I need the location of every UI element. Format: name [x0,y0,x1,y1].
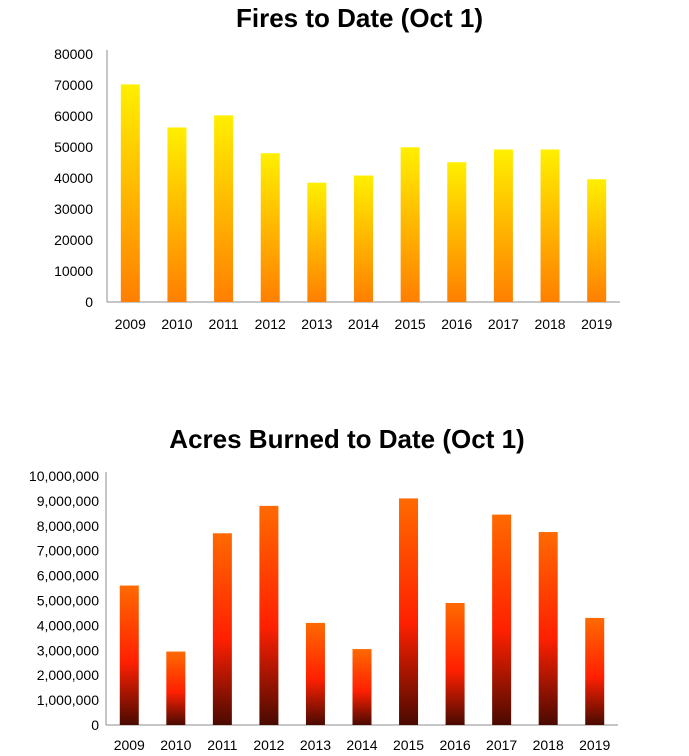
y-tick-label: 4,000,000 [37,617,99,633]
x-tick-label: 2010 [161,316,192,332]
bar-2015 [400,147,420,302]
y-tick-label: 2,000,000 [37,667,99,683]
x-tick-label: 2013 [301,316,332,332]
bar-2016 [445,602,465,725]
bar-2012 [259,505,279,725]
x-tick-label: 2017 [486,737,517,753]
bar-2009 [120,84,140,302]
x-tick-label: 2014 [346,737,377,753]
bar-2019 [587,179,607,302]
y-tick-label: 80000 [54,46,93,62]
x-tick-label: 2016 [441,316,472,332]
bar-2017 [492,514,512,725]
y-tick-label: 70000 [54,77,93,93]
x-tick-label: 2012 [253,737,284,753]
bar-2018 [540,149,560,302]
y-tick-label: 60000 [54,108,93,124]
x-tick-label: 2009 [115,316,146,332]
x-tick-label: 2019 [581,316,612,332]
x-tick-label: 2012 [255,316,286,332]
y-tick-label: 6,000,000 [37,568,99,584]
y-tick-label: 8,000,000 [37,518,99,534]
y-tick-label: 0 [85,294,93,310]
fires-chart-title: Fires to Date (Oct 1) [235,3,484,33]
x-tick-label: 2014 [348,316,379,332]
y-tick-label: 10000 [54,263,93,279]
y-tick-label: 30000 [54,201,93,217]
y-tick-label: 40000 [54,170,93,186]
bar-2017 [493,149,513,302]
bar-2014 [352,649,372,725]
x-tick-label: 2011 [209,316,239,332]
bar-2014 [354,175,373,302]
bar-2018 [538,532,558,725]
bar-2011 [214,115,234,302]
bar-2010 [166,651,186,725]
x-tick-label: 2013 [300,737,331,753]
y-tick-label: 20000 [54,232,93,248]
x-tick-label: 2018 [534,316,565,332]
y-tick-label: 10,000,000 [29,468,99,484]
acres-chart-title: Acres Burned to Date (Oct 1) [169,424,525,454]
bar-2013 [307,182,327,302]
bar-2012 [260,153,280,302]
bar-2010 [167,127,187,302]
y-tick-label: 3,000,000 [37,642,99,658]
y-tick-label: 50000 [54,139,93,155]
y-tick-label: 0 [91,717,99,733]
x-tick-label: 2018 [533,737,564,753]
x-tick-label: 2015 [395,316,426,332]
bar-2016 [447,162,467,302]
y-tick-label: 9,000,000 [37,493,99,509]
x-tick-label: 2016 [440,737,471,753]
y-tick-label: 7,000,000 [37,543,99,559]
x-tick-label: 2015 [393,737,424,753]
x-tick-label: 2009 [114,737,145,753]
bar-2019 [585,617,605,725]
y-tick-label: 5,000,000 [37,593,99,609]
bar-2009 [119,585,139,725]
x-tick-label: 2017 [488,316,519,332]
x-tick-label: 2011 [207,737,237,753]
y-tick-label: 1,000,000 [37,692,99,708]
fires-chart: 0 10000 20000 30000 40000 50000 60000 70000 8000… [54,46,620,332]
bar-2015 [399,498,419,725]
x-tick-label: 2010 [160,737,191,753]
x-tick-label: 2019 [579,737,610,753]
bar-2011 [212,533,232,725]
bar-2013 [305,622,325,725]
